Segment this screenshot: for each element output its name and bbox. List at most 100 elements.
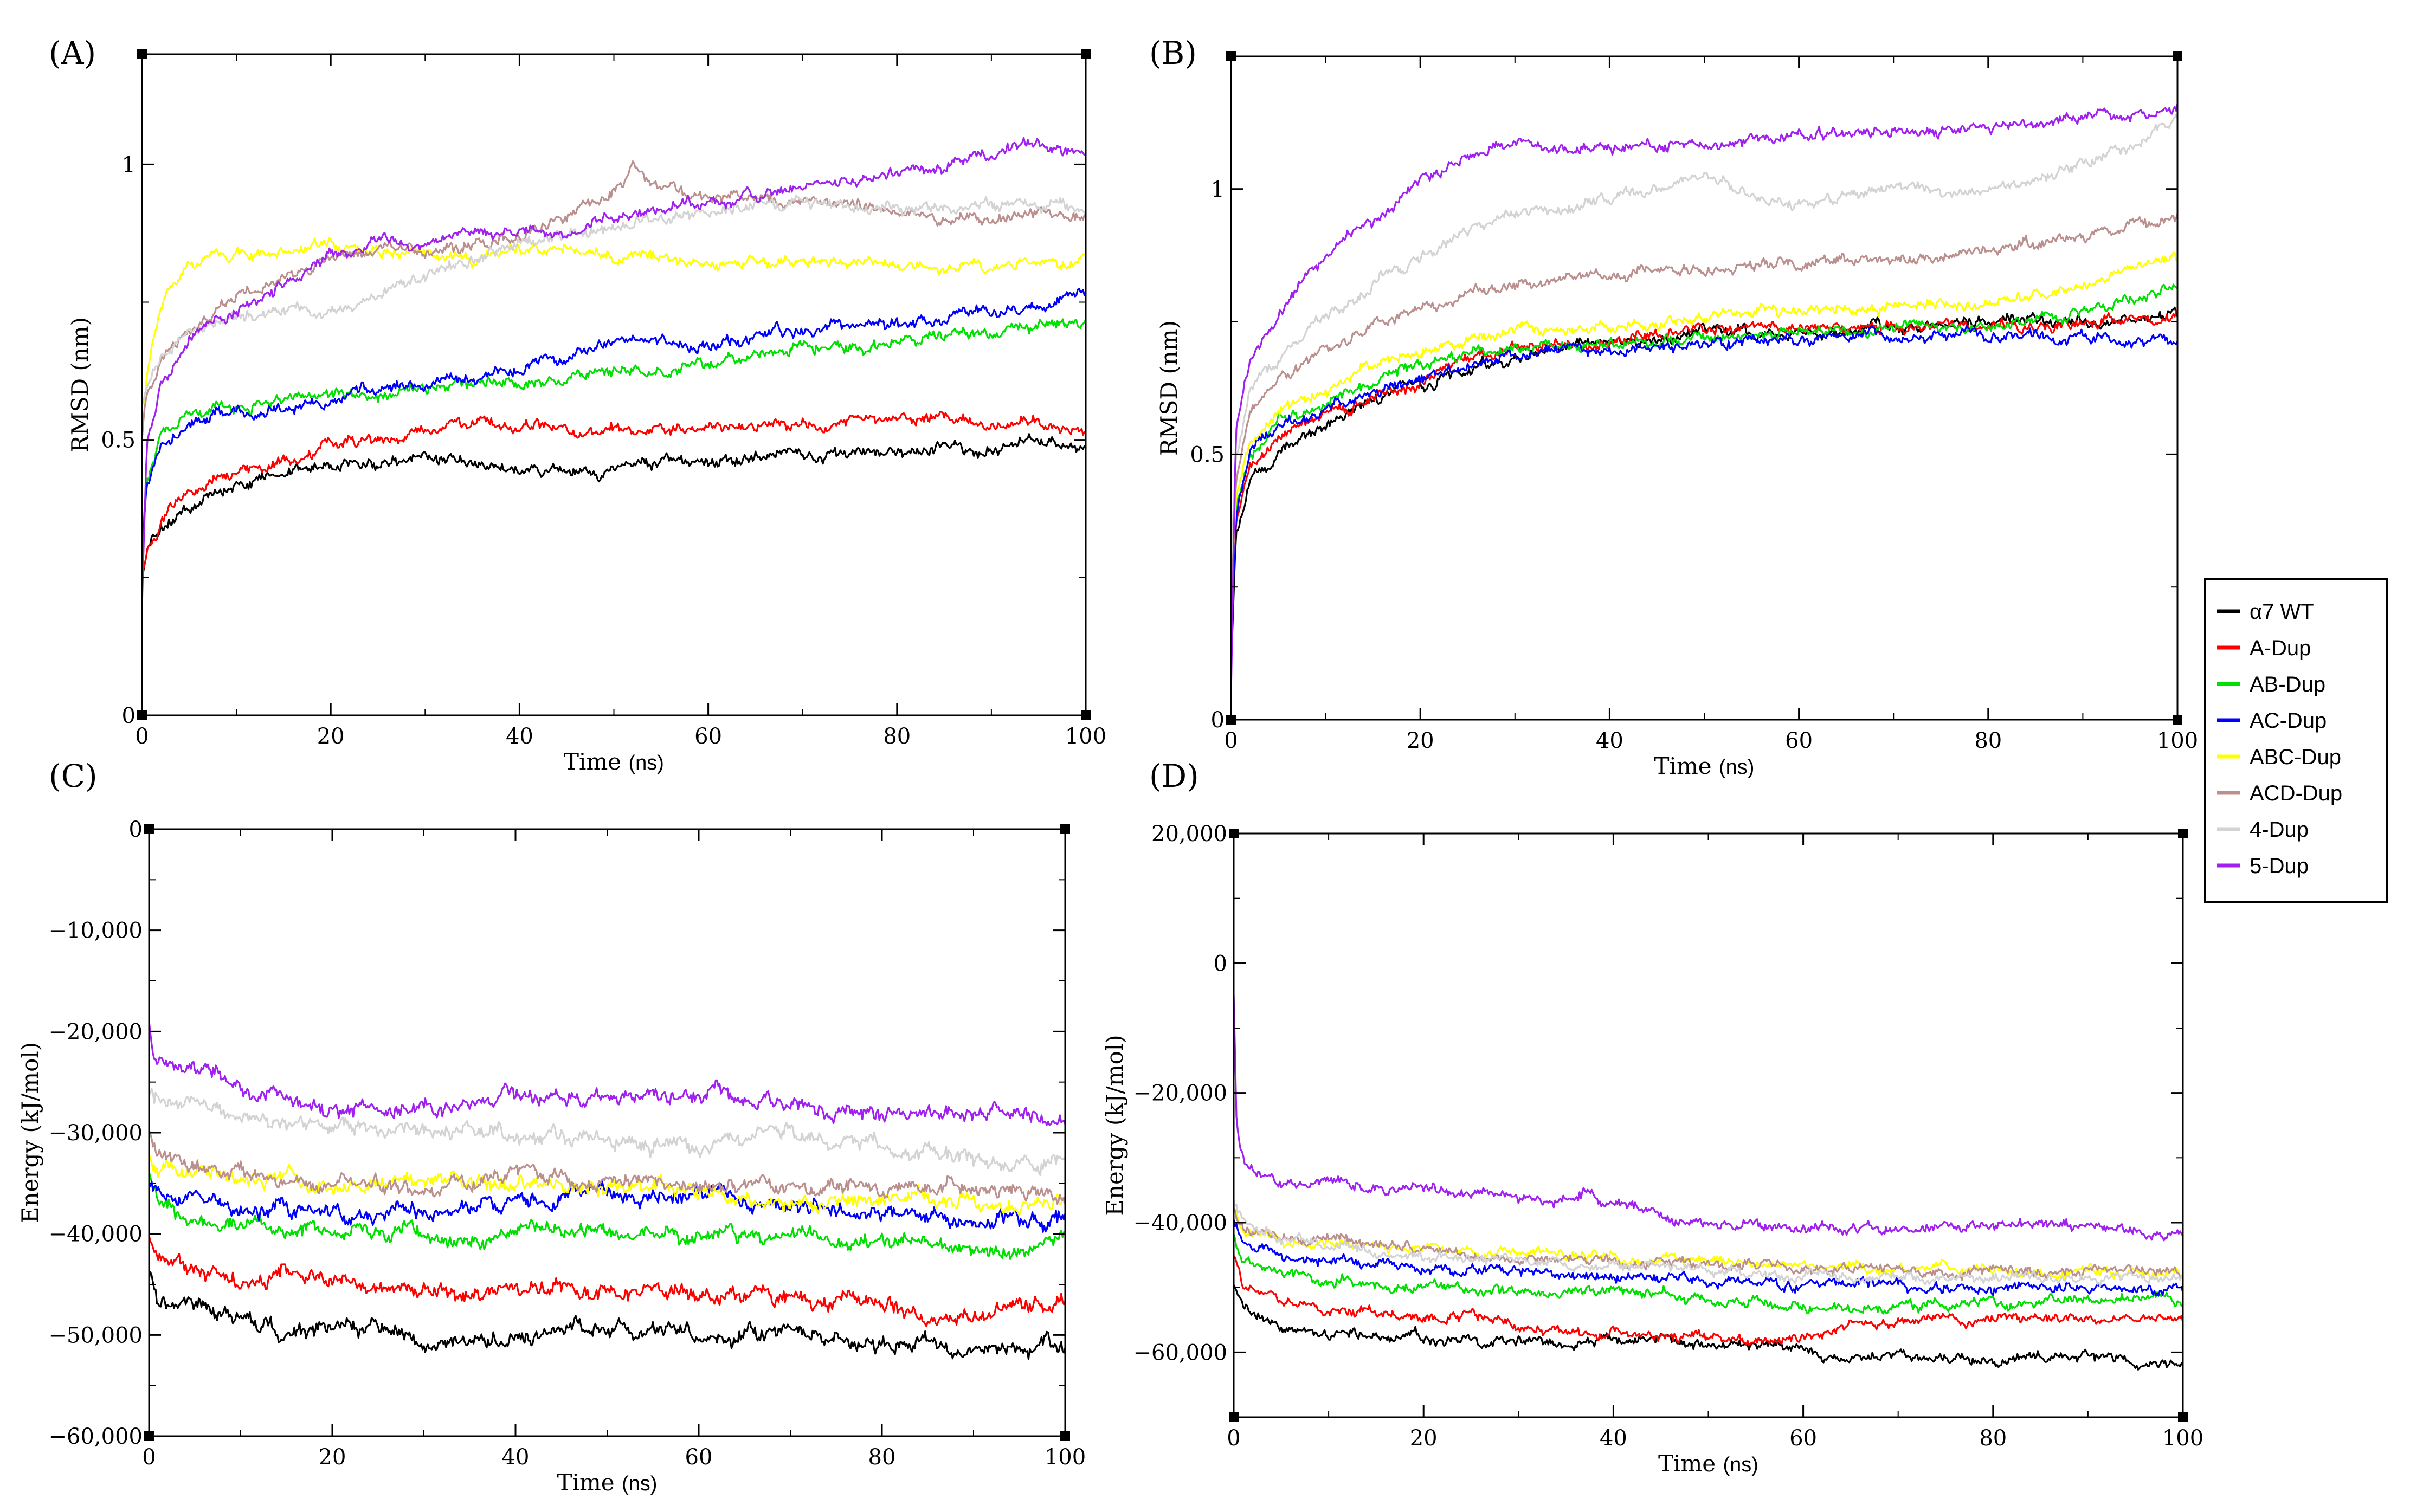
series-line-ab-dup [1231,283,2177,619]
series-line-4-dup [142,195,1086,405]
series-group [1231,103,2177,694]
y-tick-label: 0 [1211,708,1225,733]
y-tick-label: 0.5 [101,428,136,453]
series-line-ac-dup [1234,1219,2183,1297]
legend-entry: 4-Dup [2217,818,2309,842]
y-tick-label: −60,000 [49,1424,143,1449]
y-tick-label: −40,000 [49,1222,143,1247]
legend-entry: α7 WT [2217,600,2314,624]
series-line-a-dup [149,1235,1065,1328]
legend-label: AC-Dup [2250,709,2327,733]
series-group [1234,995,2183,1371]
x-tick-label: 60 [685,1445,713,1470]
y-tick-label: −20,000 [1133,1081,1227,1106]
x-tick-label: 40 [502,1445,530,1470]
x-tick-label: 0 [1224,728,1238,753]
x-tick-label: 40 [1600,1426,1627,1451]
x-tick-label: 100 [2162,1426,2203,1451]
x-tick-label: 100 [1045,1445,1086,1470]
series-line-5-dup [1234,995,2183,1242]
series-line-ac-dup [149,1179,1065,1233]
x-tick-label: 80 [883,724,911,749]
series-line-acd-dup [149,1130,1065,1205]
y-tick-label: 0 [1214,951,1227,976]
x-tick-label: 20 [1407,728,1434,753]
series-line-acd-dup [142,160,1086,440]
x-tick-label: 20 [317,724,345,749]
legend-label: 4-Dup [2250,818,2309,842]
series-line--7-wt [149,1271,1065,1360]
legend-label: 5-Dup [2250,854,2309,878]
plot-frame [141,53,1087,716]
series-line--7-wt [1234,1284,2183,1371]
x-tick-label: 0 [142,1445,156,1470]
legend-label: α7 WT [2250,600,2314,624]
x-tick-label: 40 [1596,728,1623,753]
x-tick-label: 0 [135,724,149,749]
y-tick-label: 1 [1211,177,1225,202]
series-line-a-dup [1234,1255,2183,1346]
series-line-4-dup [149,1088,1065,1177]
series-group [142,137,1086,606]
y-tick-label: 20,000 [1151,822,1227,847]
legend-entry: AB-Dup [2217,673,2325,696]
legend-entry: ACD-Dup [2217,781,2342,805]
panel-b: (B) 0 20 40 60 80 100 0 0.5 1 Time (ns) RMSD (nm) [1149,35,2198,779]
x-tick-label: 60 [1789,1426,1817,1451]
series-line-ac-dup [142,287,1086,548]
panel-label-b: (B) [1149,35,1197,72]
legend-label: A-Dup [2250,636,2311,660]
x-tick-label: 0 [1227,1426,1240,1451]
legend-label: ACD-Dup [2250,781,2342,805]
panel-d: (D) 0 20 40 60 80 100 20,000 0 −20,000 −40,000 −60,… [1101,758,2203,1477]
x-tick-label: 40 [506,724,533,749]
series-line-abc-dup [142,237,1086,442]
y-tick-label: 1 [122,152,136,177]
x-axis-title: Time (ns) [1654,753,1755,779]
panel-label-d: (D) [1149,758,1199,794]
series-line-ab-dup [1234,1233,2183,1315]
y-tick-label: −20,000 [49,1019,143,1044]
y-axis-title: RMSD (nm) [1156,320,1182,456]
legend-entry: ABC-Dup [2217,745,2341,769]
series-line--7-wt [1231,306,2177,671]
legend-entry: A-Dup [2217,636,2311,660]
series-line-a-dup [1231,309,2177,642]
x-tick-label: 20 [319,1445,346,1470]
legend-box [2204,578,2388,903]
panel-label-c: (C) [49,758,98,794]
series-line-acd-dup [1234,1207,2183,1281]
series-group [149,1021,1065,1360]
x-tick-label: 100 [1065,724,1106,749]
legend-label: AB-Dup [2250,673,2325,696]
y-tick-label: −50,000 [49,1323,143,1348]
panel-c: (C) 0 20 40 60 80 100 0 −10,000 −20,000 −30,000 −40… [17,758,1086,1496]
x-tick-label: 80 [868,1445,896,1470]
y-axis-title: Energy (kJ/mol) [17,1042,43,1223]
series-line-a-dup [142,411,1086,574]
series-line-5-dup [142,137,1086,606]
y-tick-label: 0 [122,703,136,728]
legend: α7 WT A-Dup AB-Dup AC-Dup ABC-Dup ACD-Dup 4-Du… [2204,578,2388,903]
y-tick-label: 0 [129,817,143,842]
x-tick-label: 80 [1974,728,2002,753]
plot-frame [1233,832,2184,1418]
y-axis-title: RMSD (nm) [67,317,93,453]
series-line-ac-dup [1231,324,2177,644]
y-axis-title: Energy (kJ/mol) [1101,1035,1128,1216]
x-tick-label: 60 [1785,728,1813,753]
x-axis-title: Time (ns) [564,748,664,775]
plot-frame [1230,55,2179,721]
y-tick-label: −10,000 [49,919,143,944]
plot-frame [148,828,1066,1437]
series-line-5-dup [1231,103,2177,694]
panel-a: (A) 0 20 40 60 80 100 0 0.5 1 Time (ns) RMSD (nm) [49,35,1106,775]
legend-entry: 5-Dup [2217,854,2309,878]
x-axis-title: Time (ns) [1658,1450,1758,1477]
x-tick-label: 100 [2157,728,2198,753]
y-tick-label: −40,000 [1133,1211,1227,1236]
x-axis-title: Time (ns) [557,1469,658,1496]
x-tick-label: 60 [694,724,722,749]
x-tick-label: 80 [1979,1426,2007,1451]
